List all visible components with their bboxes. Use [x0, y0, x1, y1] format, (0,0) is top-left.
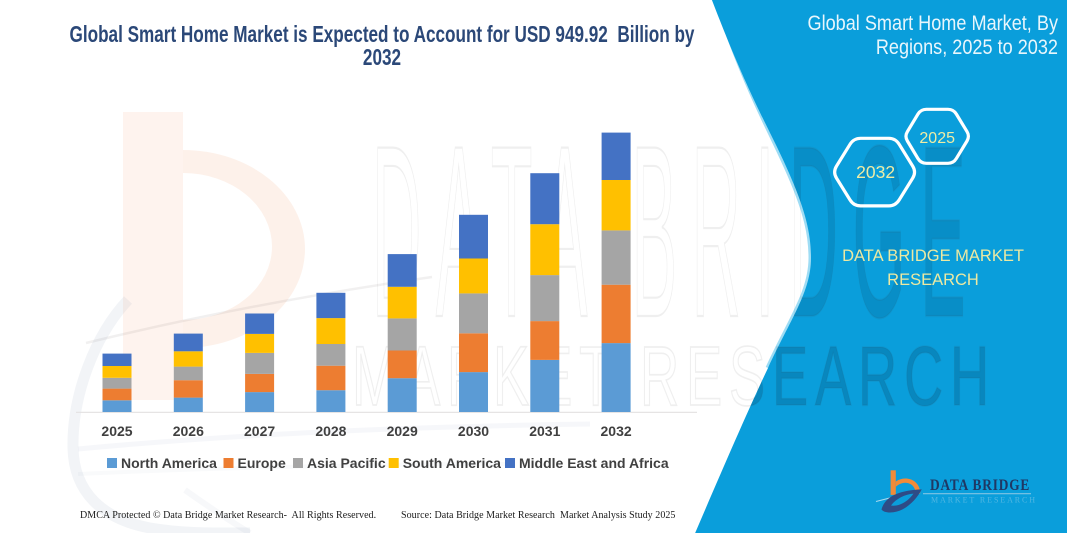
- svg-text:RESEARCH: RESEARCH: [887, 271, 979, 289]
- svg-text:South America: South America: [403, 455, 501, 471]
- svg-text:DATA BRIDGE MARKET: DATA BRIDGE MARKET: [842, 247, 1024, 265]
- svg-text:North America: North America: [121, 455, 217, 471]
- svg-text:2025: 2025: [919, 130, 955, 147]
- svg-text:MARKET RESEARCH: MARKET RESEARCH: [352, 329, 996, 423]
- svg-text:2030: 2030: [458, 423, 489, 439]
- svg-text:2031: 2031: [529, 423, 560, 439]
- svg-text:MARKET RESEARCH: MARKET RESEARCH: [931, 496, 1037, 505]
- svg-text:2026: 2026: [173, 423, 204, 439]
- svg-text:2025: 2025: [101, 423, 132, 439]
- svg-text:2027: 2027: [244, 423, 275, 439]
- svg-text:Middle East and Africa: Middle East and Africa: [519, 455, 669, 471]
- svg-text:2028: 2028: [315, 423, 346, 439]
- svg-text:Europe: Europe: [238, 455, 286, 471]
- svg-text:2029: 2029: [387, 423, 418, 439]
- svg-text:Asia Pacific: Asia Pacific: [307, 455, 386, 471]
- svg-text:2032: 2032: [601, 423, 632, 439]
- svg-text:2032: 2032: [856, 162, 895, 182]
- svg-text:DATA BRIDGE: DATA BRIDGE: [930, 477, 1030, 494]
